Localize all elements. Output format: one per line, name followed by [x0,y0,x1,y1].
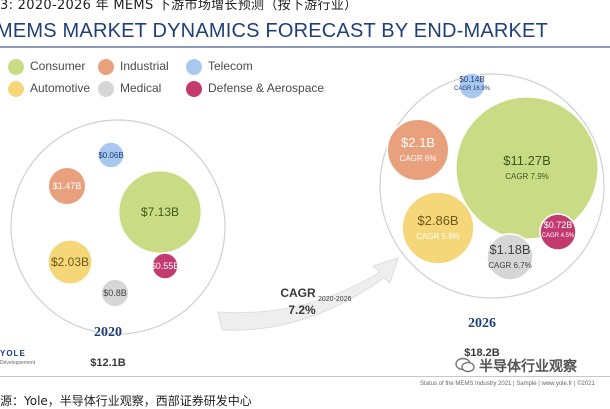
bubble-defense-and-aerospace-2020 [151,252,179,280]
cagr-label-consumer-2026: CAGR 7.9% [505,172,549,181]
data-label-industrial-2020: $1.47B [53,181,82,191]
bubble-defense-and-aerospace-2026 [539,213,577,251]
data-label-industrial-2026: $2.1B [401,135,435,150]
legend-label-medical: Medical [120,81,162,95]
document-caption: 3: 2020-2026 年 MEMS 下游市场增长预测（按下游行业） [0,0,358,13]
data-label-automotive-2020: $2.03B [51,255,89,269]
legend-swatch-industrial [98,59,114,75]
data-label-telecom-2026: $0.14B [459,75,484,84]
total-label-2026: $18.2B [464,347,500,359]
bubble-group-2026: $11.27B CAGR 7.9% $2.86B CAGR 5.8% $2.1B CAGR… [379,72,605,299]
watermark-text: 半导体行业观察 [479,359,577,375]
legend: Consumer Industrial Telecom Automotive M… [0,58,330,98]
year-label-2020: 2020 [94,325,122,340]
bubble-telecom-2020 [97,141,125,169]
growth-arrow-shape [217,257,399,331]
total-label-2020: $12.1B [90,357,126,369]
year-totals: 2020 $12.1B 2026 $18.2B [90,316,500,369]
bubble-industrial-2020 [47,166,87,206]
bubble-industrial-2026 [386,118,450,182]
data-label-consumer-2026: $11.27B [503,153,550,168]
bubble-medical-2026 [486,233,534,281]
data-label-telecom-2020: $0.06B [98,151,123,160]
data-label-automotive-2026: $2.86B [417,213,458,228]
legend-label-industrial: Industrial [120,59,169,73]
legend-swatch-defense-aerospace [186,81,202,97]
yole-logo: YOLE Développement [0,349,40,375]
cagr-label-industrial-2026: CAGR 6% [400,154,437,163]
legend-swatch-consumer [8,59,24,75]
data-label-medical-2026: $1.18B [489,242,530,257]
bubble-group-2020: $7.13B $2.03B $1.47B $0.8B $0.55B $0.06B [10,119,226,335]
wechat-icon [455,357,475,373]
status-line: Status of the MEMS Industry 2021 | Sampl… [420,381,595,387]
source-note: 源：Yole，半导体行业观察，西部证券研发中心 [0,394,252,408]
chart-title: MEMS MARKET DYNAMICS FORECAST BY END-MAR… [0,20,549,42]
data-label-defense-and-aerospace-2026: $0.72B [544,220,573,230]
overall-cagr-period: 2020-2026 [318,296,352,303]
cagr-label-medical-2026: CAGR 6.7% [488,261,532,270]
cagr-label-telecom-2026: CAGR 16.9% [454,86,491,92]
overall-cagr-value: 7.2% [288,303,316,317]
logo-subtitle: Développement [0,360,36,366]
bubble-medical-2020 [100,278,130,308]
data-label-medical-2020: $0.8B [103,288,127,298]
cagr-label-automotive-2026: CAGR 5.8% [416,232,460,241]
overall-cagr-label: CAGR [280,286,316,300]
cagr-label-defense-and-aerospace-2026: CAGR 4.5% [542,233,575,239]
legend-label-defense-aerospace: Defense & Aerospace [208,81,325,95]
legend-swatch-telecom [186,59,202,75]
title-divider [0,46,610,48]
bubble-chart: $7.13B $2.03B $1.47B $0.8B $0.55B $0.06B $11.… [10,72,605,369]
logo-wordmark: YOLE [0,349,26,358]
legend-swatch-medical [98,81,114,97]
bubble-automotive-2026 [401,191,475,265]
footer-divider [0,376,610,377]
legend-label-consumer: Consumer [30,59,86,73]
legend-label-automotive: Automotive [30,81,91,95]
year-label-2026: 2026 [468,316,496,331]
legend-swatch-automotive [8,81,24,97]
legend-label-telecom: Telecom [208,59,253,73]
data-label-defense-and-aerospace-2020: $0.55B [151,261,180,271]
bubble-consumer-2026 [455,96,599,240]
bubble-automotive-2020 [47,239,93,285]
bubble-telecom-2026 [458,72,486,100]
data-label-consumer-2020: $7.13B [141,205,179,219]
